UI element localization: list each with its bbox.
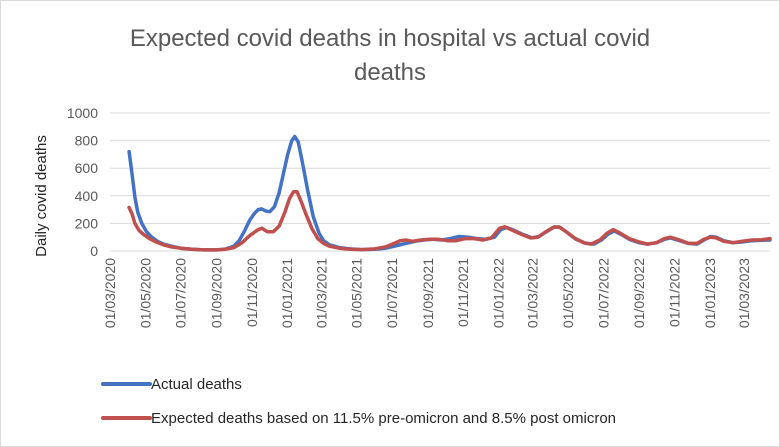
y-tick-label: 1000 [67, 105, 98, 121]
chart-title-line-1: Expected covid deaths in hospital vs act… [130, 25, 650, 52]
x-tick-label: 01/05/2022 [560, 258, 576, 328]
x-axis-tick-labels: 01/03/2020 01/05/2020 01/07/2020 01/09/2020… [102, 258, 752, 328]
x-tick-label: 01/09/2020 [209, 258, 225, 328]
y-tick-label: 200 [75, 215, 99, 231]
x-tick-label: 01/07/2022 [595, 258, 611, 328]
y-tick-label: 0 [90, 243, 98, 259]
x-tick-label: 01/03/2023 [736, 258, 752, 328]
x-tick-label: 01/01/2021 [279, 258, 295, 328]
x-tick-label: 01/05/2020 [137, 258, 153, 328]
x-tick-label: 01/03/2022 [525, 258, 541, 328]
x-tick-label: 01/05/2021 [349, 258, 365, 328]
series-line-actual-deaths [127, 134, 772, 252]
x-tick-label: 01/03/2020 [102, 258, 118, 328]
x-tick-label: 01/01/2023 [702, 258, 718, 328]
x-tick-label: 01/09/2021 [420, 258, 436, 328]
series-lines [127, 134, 772, 252]
x-tick-label: 01/11/2021 [455, 258, 471, 327]
x-tick-label: 01/07/2020 [173, 258, 189, 328]
x-tick-label: 01/11/2020 [244, 258, 260, 327]
gridlines [110, 112, 770, 224]
legend: Actual deaths Expected deaths based on 1… [101, 376, 616, 427]
y-tick-label: 800 [75, 133, 99, 149]
x-tick-label: 01/01/2022 [491, 258, 507, 328]
x-tick-label: 01/07/2021 [384, 258, 400, 328]
y-tick-label: 600 [75, 160, 99, 176]
chart-title-line-2: deaths [354, 59, 426, 86]
series-line-expected-deaths [127, 189, 772, 252]
x-tick-label: 01/11/2022 [667, 258, 683, 327]
x-tick-label: 01/03/2021 [313, 258, 329, 328]
legend-label-actual-deaths: Actual deaths [151, 376, 242, 393]
y-axis-title: Daily covid deaths [33, 135, 50, 257]
x-tick-label: 01/09/2022 [631, 258, 647, 328]
y-axis-tick-labels: 0 200 400 600 800 1000 [67, 105, 98, 259]
legend-label-expected-deaths: Expected deaths based on 11.5% pre-omicr… [151, 410, 616, 427]
y-tick-label: 400 [75, 188, 99, 204]
